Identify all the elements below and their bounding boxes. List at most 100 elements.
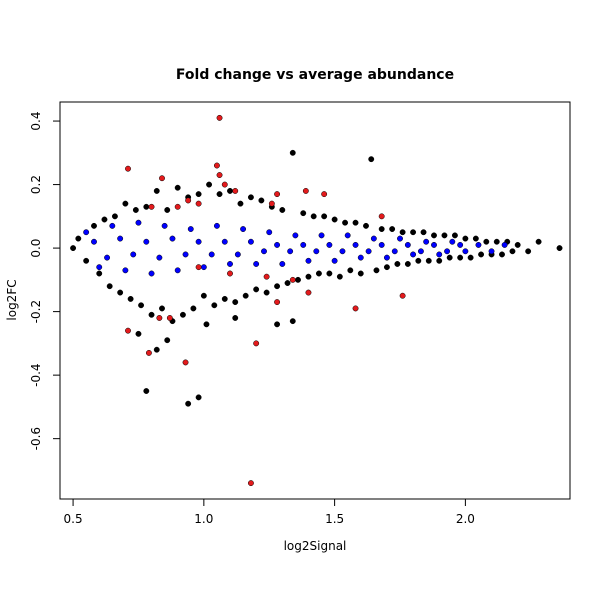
data-point xyxy=(556,245,563,252)
series-group xyxy=(70,149,563,407)
data-point xyxy=(509,248,516,255)
data-point xyxy=(153,187,160,194)
data-point xyxy=(279,207,286,213)
data-point xyxy=(268,200,275,207)
x-tick-label: 0.5 xyxy=(64,512,83,526)
data-point xyxy=(185,197,192,204)
data-point xyxy=(344,232,351,239)
data-point xyxy=(300,241,307,248)
data-point xyxy=(475,241,482,248)
data-point xyxy=(313,248,320,255)
y-tick-label: 0.4 xyxy=(29,112,43,131)
data-point xyxy=(383,254,390,261)
data-point xyxy=(164,337,171,344)
data-point xyxy=(232,315,239,321)
data-point xyxy=(125,327,131,334)
data-point xyxy=(462,235,469,242)
data-point xyxy=(378,241,385,248)
data-point xyxy=(242,292,249,299)
data-point xyxy=(420,229,427,236)
data-point xyxy=(462,248,469,255)
data-point xyxy=(240,226,247,232)
data-point xyxy=(352,305,359,312)
data-point xyxy=(227,270,233,277)
data-point xyxy=(289,318,296,325)
data-point xyxy=(111,213,118,220)
data-point xyxy=(216,114,223,121)
data-point xyxy=(399,229,406,236)
data-point xyxy=(159,305,165,312)
y-axis: -0.6 -0.4 -0.2 0.0 0.2 0.4 xyxy=(29,112,60,450)
data-point xyxy=(153,346,160,353)
data-point xyxy=(117,235,124,242)
data-point xyxy=(472,235,479,242)
data-point xyxy=(232,299,239,306)
data-point xyxy=(122,200,129,207)
data-point xyxy=(156,254,163,261)
data-point xyxy=(457,241,464,248)
data-point xyxy=(227,187,233,194)
data-point xyxy=(187,226,194,232)
data-point xyxy=(305,257,312,264)
data-point xyxy=(253,340,260,347)
y-tick-label: 0.0 xyxy=(29,239,43,258)
data-point xyxy=(200,264,207,271)
chart-title: Fold change vs average abundance xyxy=(176,67,454,83)
data-point xyxy=(274,299,281,306)
data-point xyxy=(391,248,398,255)
data-point xyxy=(410,251,417,258)
data-point xyxy=(135,330,142,337)
data-point xyxy=(305,273,312,280)
data-point xyxy=(339,248,346,255)
data-point xyxy=(75,235,82,242)
data-point xyxy=(274,283,281,290)
data-point xyxy=(488,248,495,255)
data-point xyxy=(213,222,220,229)
data-point xyxy=(383,264,390,271)
data-point xyxy=(493,238,500,245)
data-point xyxy=(378,213,385,220)
data-point xyxy=(135,219,142,226)
data-point xyxy=(213,162,220,169)
data-point xyxy=(365,248,372,255)
data-point xyxy=(415,257,422,264)
series-group xyxy=(83,219,508,277)
data-point xyxy=(318,232,325,239)
data-point xyxy=(483,238,490,245)
data-point xyxy=(404,241,411,248)
points-layer xyxy=(70,114,563,487)
data-point xyxy=(159,175,165,182)
data-point xyxy=(174,203,181,210)
data-point xyxy=(83,229,90,236)
data-point xyxy=(321,213,328,220)
data-point xyxy=(104,254,111,261)
data-point xyxy=(467,254,474,261)
data-point xyxy=(91,222,97,229)
data-point xyxy=(310,213,317,220)
data-point xyxy=(143,238,150,245)
data-point xyxy=(195,200,202,207)
data-point xyxy=(399,292,406,299)
data-point xyxy=(148,203,155,210)
data-point xyxy=(292,232,299,239)
data-point xyxy=(221,295,228,302)
data-point xyxy=(83,257,90,264)
data-point xyxy=(182,251,189,258)
data-point xyxy=(368,156,375,163)
data-point xyxy=(431,241,437,248)
series-group xyxy=(125,114,406,487)
x-tick-label: 1.0 xyxy=(194,512,213,526)
data-point xyxy=(127,295,134,302)
data-point xyxy=(195,394,202,401)
data-point xyxy=(109,222,116,229)
data-point xyxy=(525,248,532,255)
data-point xyxy=(132,207,139,213)
data-point xyxy=(352,219,359,226)
data-point xyxy=(261,248,267,255)
data-point xyxy=(347,267,354,274)
data-point xyxy=(143,203,150,210)
data-point xyxy=(221,181,228,188)
data-point xyxy=(300,210,307,217)
data-point xyxy=(221,238,228,245)
data-point xyxy=(247,480,254,487)
